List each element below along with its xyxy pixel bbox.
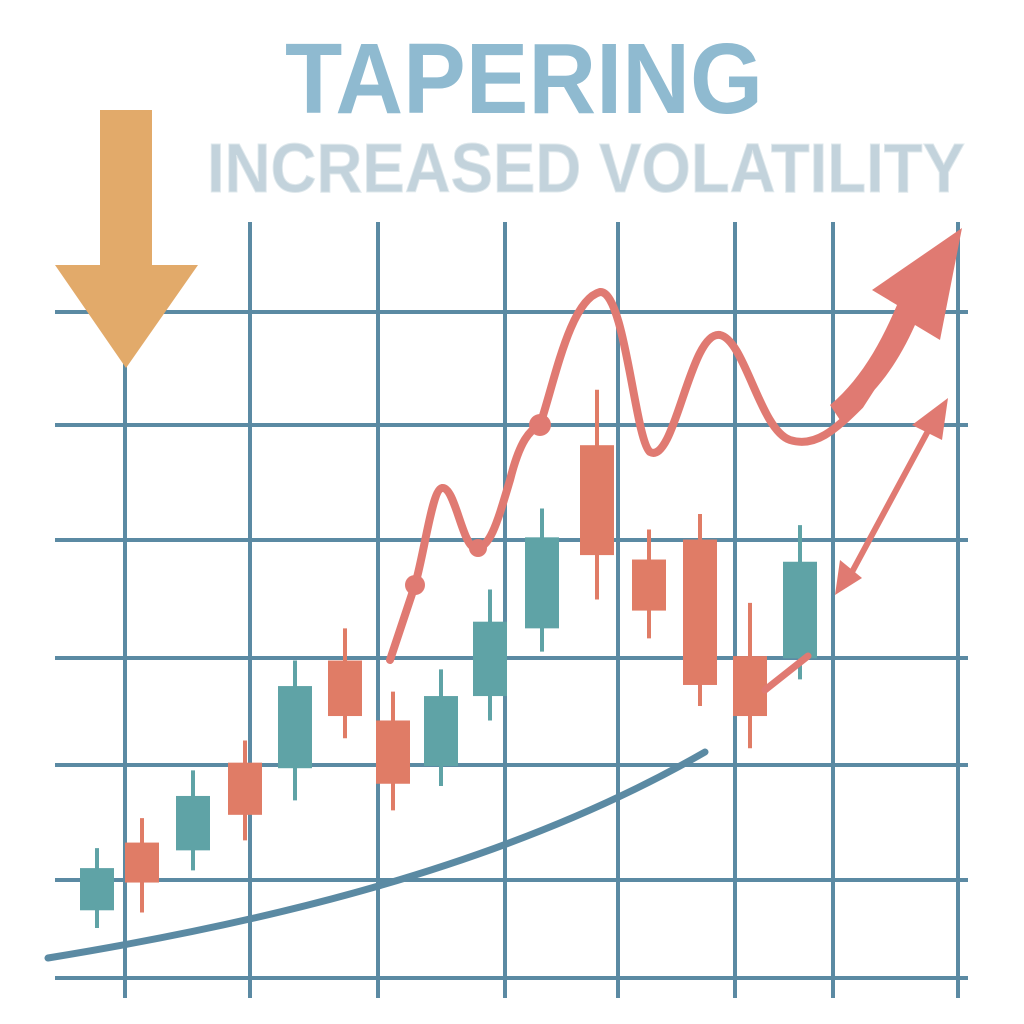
- candle-body-up: [176, 795, 210, 851]
- trend-curve: [44, 748, 709, 962]
- candle-body-up: [278, 686, 312, 769]
- candle-body-up: [424, 696, 458, 766]
- down-arrow-icon: [55, 110, 198, 368]
- candle-body-up: [525, 537, 559, 629]
- short-connector: [761, 652, 812, 694]
- up-arrow-icon: [830, 228, 962, 420]
- chart-subtitle: INCREASED VOLATILITY: [207, 129, 965, 207]
- grid: [55, 222, 968, 998]
- candle-body-down: [632, 559, 666, 611]
- candle-body-down: [683, 539, 717, 685]
- candle-body-down: [376, 720, 410, 784]
- candles: [80, 389, 817, 929]
- arrowhead-down-icon: [835, 560, 862, 595]
- line-point: [529, 414, 551, 436]
- arrowhead-up-icon: [912, 398, 948, 440]
- candle-body-down: [125, 842, 159, 883]
- candle-body-down: [328, 660, 362, 717]
- candle-body-up: [80, 868, 114, 911]
- candle-body-down: [733, 656, 767, 717]
- candle-body-up: [783, 561, 817, 659]
- volatility-line: [386, 288, 909, 664]
- double-arrow-shaft: [842, 415, 938, 588]
- line-point: [469, 539, 487, 557]
- chart-title: TAPERING: [285, 23, 763, 135]
- line-point: [405, 575, 425, 595]
- candle-body-down: [228, 762, 262, 815]
- candle-body-down: [580, 445, 614, 556]
- candle-body-up: [473, 621, 507, 697]
